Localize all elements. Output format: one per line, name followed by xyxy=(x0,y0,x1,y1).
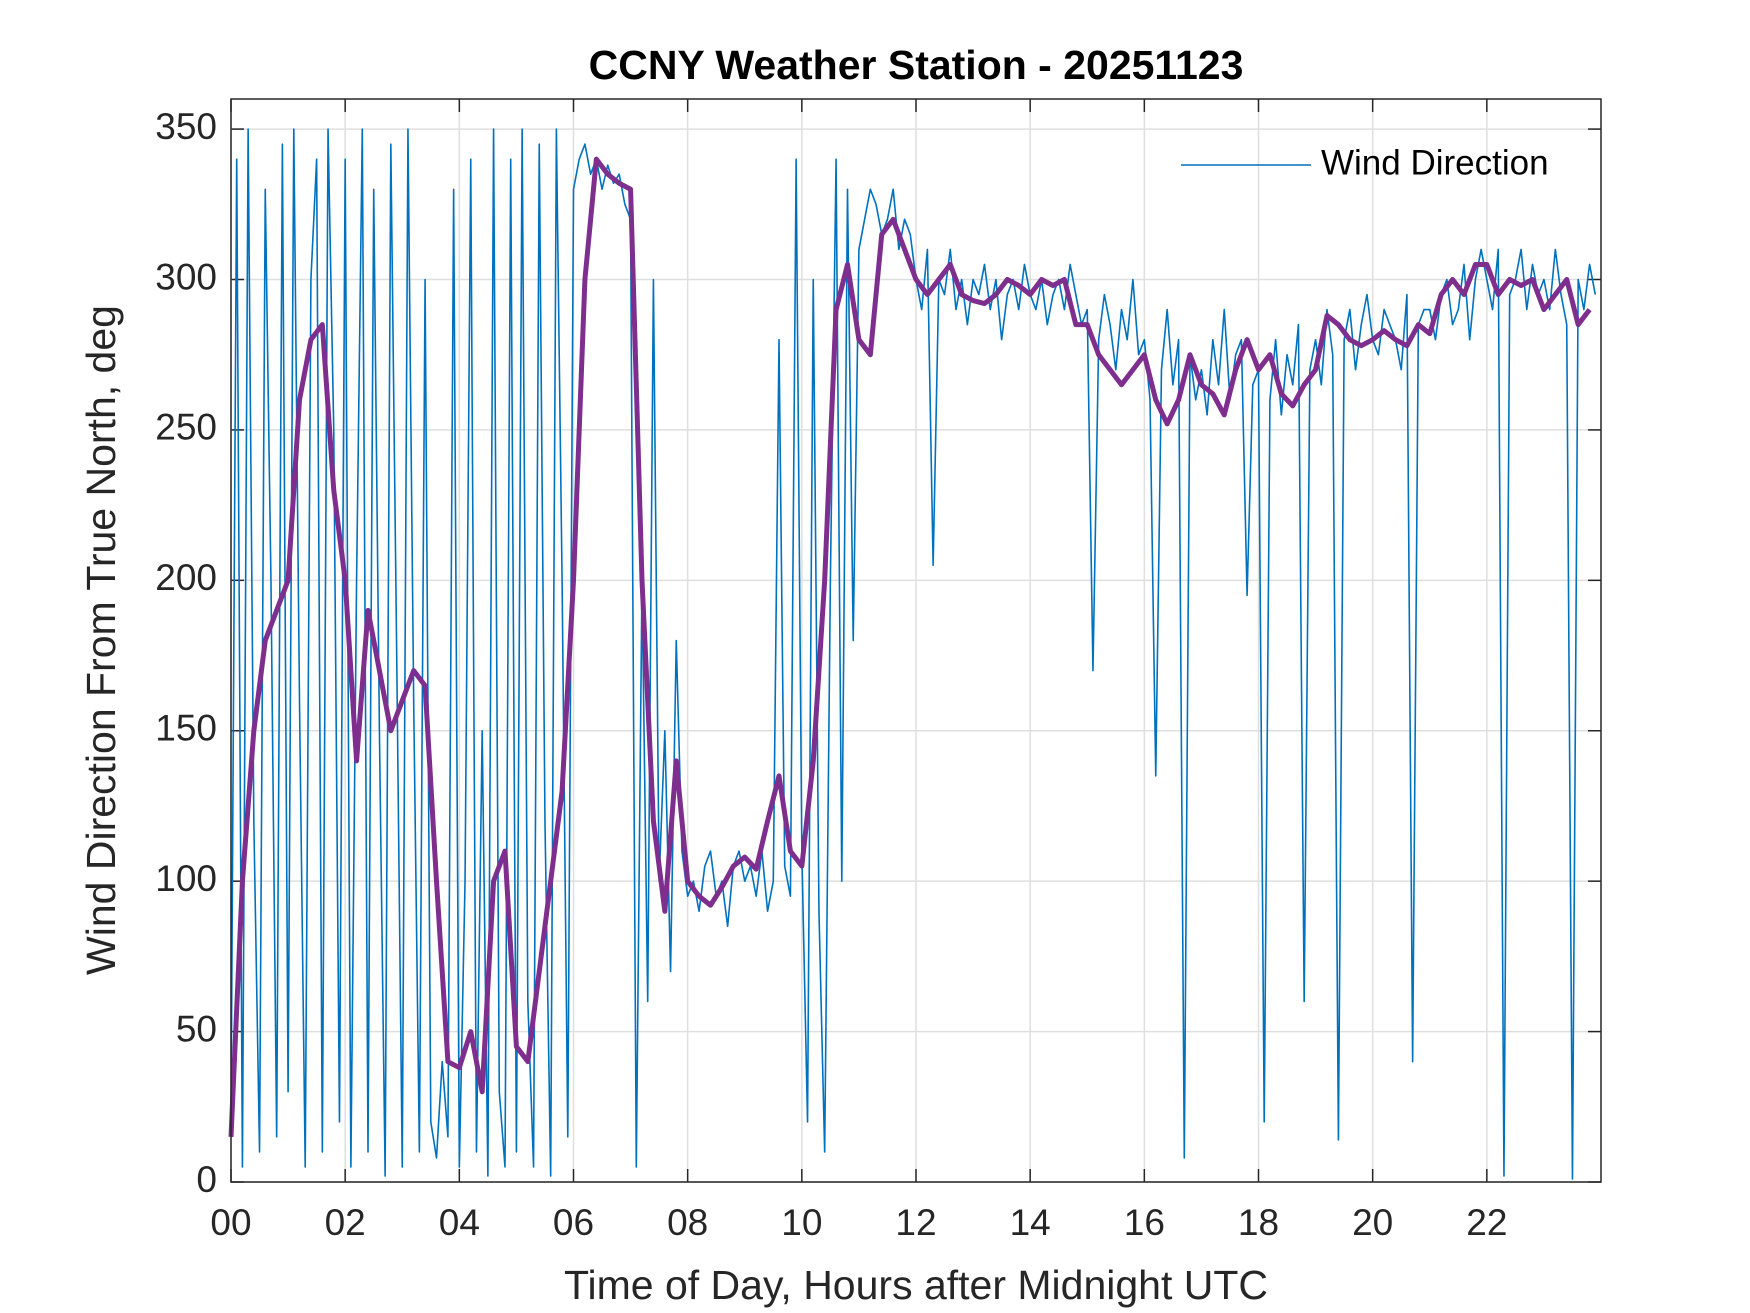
data-line xyxy=(230,128,1597,1180)
y-tick-label: 0 xyxy=(196,1159,217,1200)
chart-title: CCNY Weather Station - 20251123 xyxy=(589,42,1244,88)
x-tick-label: 20 xyxy=(1352,1202,1393,1243)
x-tick-label: 16 xyxy=(1124,1202,1165,1243)
x-tick-label: 02 xyxy=(325,1202,366,1243)
x-tick-label: 12 xyxy=(895,1202,936,1243)
x-tick-label: 04 xyxy=(439,1202,480,1243)
y-tick-label: 300 xyxy=(155,256,217,297)
x-axis-label: Time of Day, Hours after Midnight UTC xyxy=(564,1262,1268,1308)
x-tick-label: 22 xyxy=(1466,1202,1507,1243)
x-tick-label: 00 xyxy=(210,1202,251,1243)
y-tick-label: 100 xyxy=(155,858,217,899)
y-axis-label: Wind Direction From True North, deg xyxy=(78,305,124,975)
x-tick-label: 06 xyxy=(553,1202,594,1243)
x-tick-label: 18 xyxy=(1238,1202,1279,1243)
y-tick-label: 150 xyxy=(155,708,217,749)
x-tick-label: 08 xyxy=(667,1202,708,1243)
legend-label: Wind Direction xyxy=(1321,143,1549,182)
y-tick-label: 200 xyxy=(155,557,217,598)
data-line xyxy=(228,156,1592,1137)
y-tick-label: 50 xyxy=(176,1008,217,1049)
x-tick-label: 14 xyxy=(1010,1202,1051,1243)
axes-box xyxy=(230,98,1602,1183)
y-tick-label: 350 xyxy=(155,106,217,147)
x-tick-label: 10 xyxy=(781,1202,822,1243)
y-tick-label: 250 xyxy=(155,407,217,448)
